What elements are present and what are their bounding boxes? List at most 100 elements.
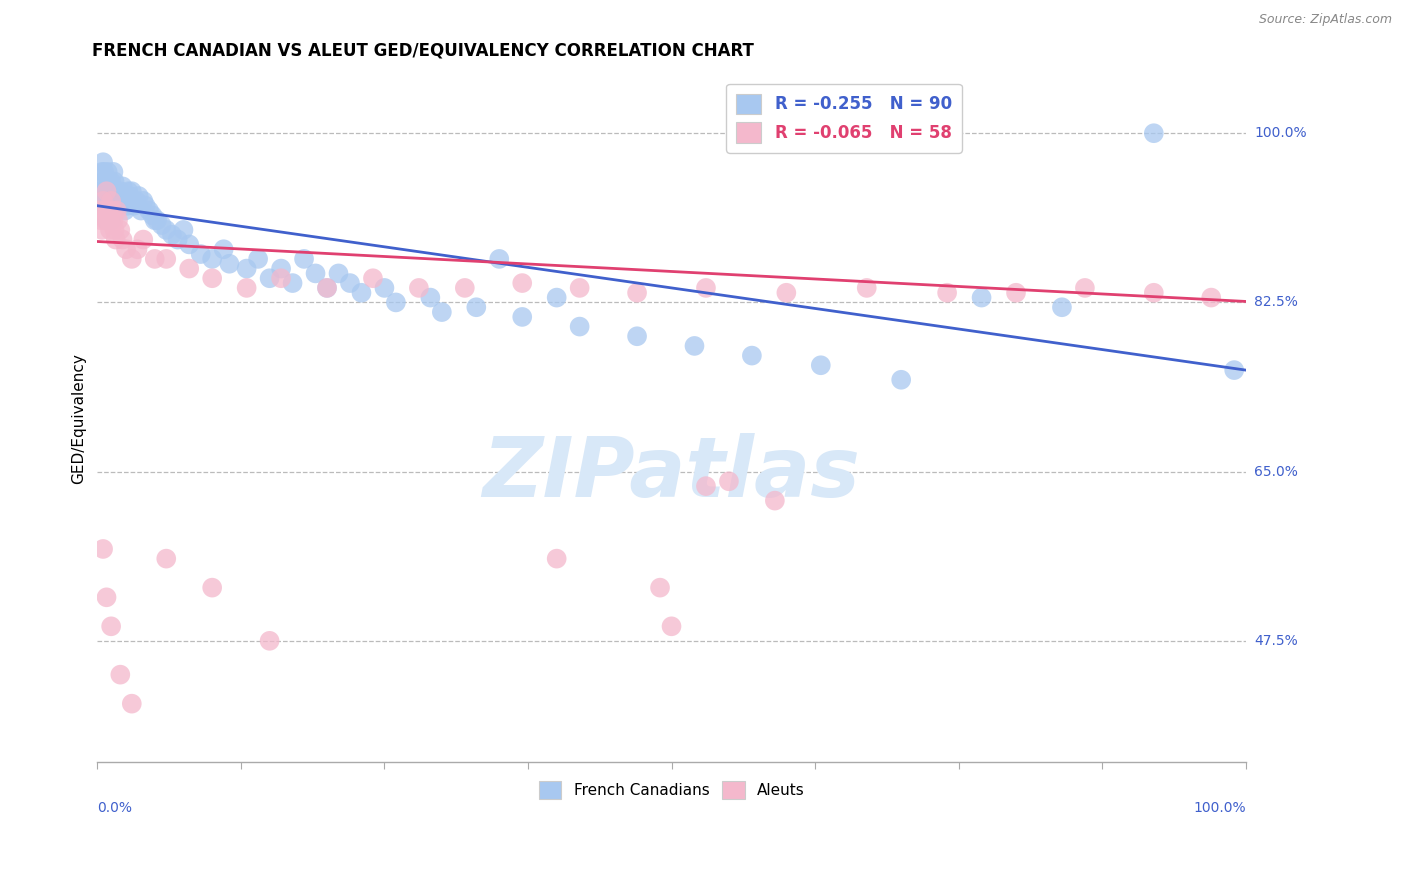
Point xyxy=(103,175,125,189)
Point xyxy=(96,184,118,198)
Point xyxy=(155,252,177,266)
Point xyxy=(101,184,124,198)
Point xyxy=(97,203,120,218)
Text: 100.0%: 100.0% xyxy=(1194,800,1246,814)
Point xyxy=(683,339,706,353)
Point xyxy=(810,358,832,372)
Point xyxy=(96,213,118,227)
Point xyxy=(110,184,132,198)
Point xyxy=(546,291,568,305)
Point xyxy=(132,194,155,208)
Point xyxy=(936,285,959,300)
Point xyxy=(93,165,115,179)
Point xyxy=(270,261,292,276)
Point xyxy=(103,223,125,237)
Point xyxy=(350,285,373,300)
Text: 47.5%: 47.5% xyxy=(1254,634,1298,648)
Point xyxy=(90,213,112,227)
Point xyxy=(122,199,145,213)
Point xyxy=(695,281,717,295)
Point xyxy=(105,189,128,203)
Point xyxy=(316,281,339,295)
Point xyxy=(430,305,453,319)
Point xyxy=(120,194,142,208)
Point xyxy=(465,300,488,314)
Point xyxy=(695,479,717,493)
Point xyxy=(373,281,395,295)
Point xyxy=(775,285,797,300)
Point xyxy=(510,276,533,290)
Point xyxy=(247,252,270,266)
Point xyxy=(141,208,163,222)
Point xyxy=(103,203,125,218)
Point xyxy=(179,237,201,252)
Point xyxy=(100,175,122,189)
Point xyxy=(108,199,131,213)
Point xyxy=(100,619,122,633)
Point xyxy=(218,257,240,271)
Point xyxy=(98,184,121,198)
Point xyxy=(408,281,430,295)
Point xyxy=(172,223,194,237)
Point xyxy=(89,184,111,198)
Point xyxy=(212,242,235,256)
Point xyxy=(1223,363,1246,377)
Point xyxy=(661,619,683,633)
Point xyxy=(110,189,132,203)
Point xyxy=(101,203,124,218)
Point xyxy=(1074,281,1097,295)
Point xyxy=(91,203,114,218)
Point xyxy=(103,194,125,208)
Point xyxy=(568,281,591,295)
Point xyxy=(259,633,281,648)
Point xyxy=(1005,285,1028,300)
Point xyxy=(741,349,763,363)
Point xyxy=(201,271,224,285)
Point xyxy=(118,189,141,203)
Text: Source: ZipAtlas.com: Source: ZipAtlas.com xyxy=(1258,13,1392,27)
Point xyxy=(201,252,224,266)
Point xyxy=(155,551,177,566)
Point xyxy=(112,194,135,208)
Point xyxy=(121,697,143,711)
Point xyxy=(107,194,129,208)
Point xyxy=(103,165,125,179)
Point xyxy=(94,213,117,227)
Point xyxy=(128,189,150,203)
Point xyxy=(1050,300,1073,314)
Point xyxy=(292,252,315,266)
Legend: French Canadians, Aleuts: French Canadians, Aleuts xyxy=(533,774,811,805)
Point xyxy=(419,291,441,305)
Point xyxy=(110,223,132,237)
Point xyxy=(155,223,177,237)
Point xyxy=(361,271,384,285)
Point xyxy=(138,203,160,218)
Point xyxy=(143,252,166,266)
Point xyxy=(135,199,157,213)
Point xyxy=(328,267,350,281)
Point xyxy=(98,194,121,208)
Text: FRENCH CANADIAN VS ALEUT GED/EQUIVALENCY CORRELATION CHART: FRENCH CANADIAN VS ALEUT GED/EQUIVALENCY… xyxy=(91,42,754,60)
Point xyxy=(316,281,339,295)
Point xyxy=(143,213,166,227)
Point xyxy=(115,189,138,203)
Point xyxy=(107,213,129,227)
Text: 82.5%: 82.5% xyxy=(1254,295,1298,310)
Point xyxy=(146,213,169,227)
Point xyxy=(97,175,120,189)
Point xyxy=(235,281,257,295)
Point xyxy=(110,667,132,681)
Point xyxy=(121,252,143,266)
Point xyxy=(111,233,134,247)
Point xyxy=(117,184,139,198)
Point xyxy=(626,285,648,300)
Point xyxy=(488,252,510,266)
Point xyxy=(970,291,993,305)
Point xyxy=(100,194,122,208)
Point xyxy=(1199,291,1222,305)
Point xyxy=(132,233,155,247)
Text: 0.0%: 0.0% xyxy=(97,800,132,814)
Point xyxy=(98,223,121,237)
Point xyxy=(94,203,117,218)
Point xyxy=(339,276,361,290)
